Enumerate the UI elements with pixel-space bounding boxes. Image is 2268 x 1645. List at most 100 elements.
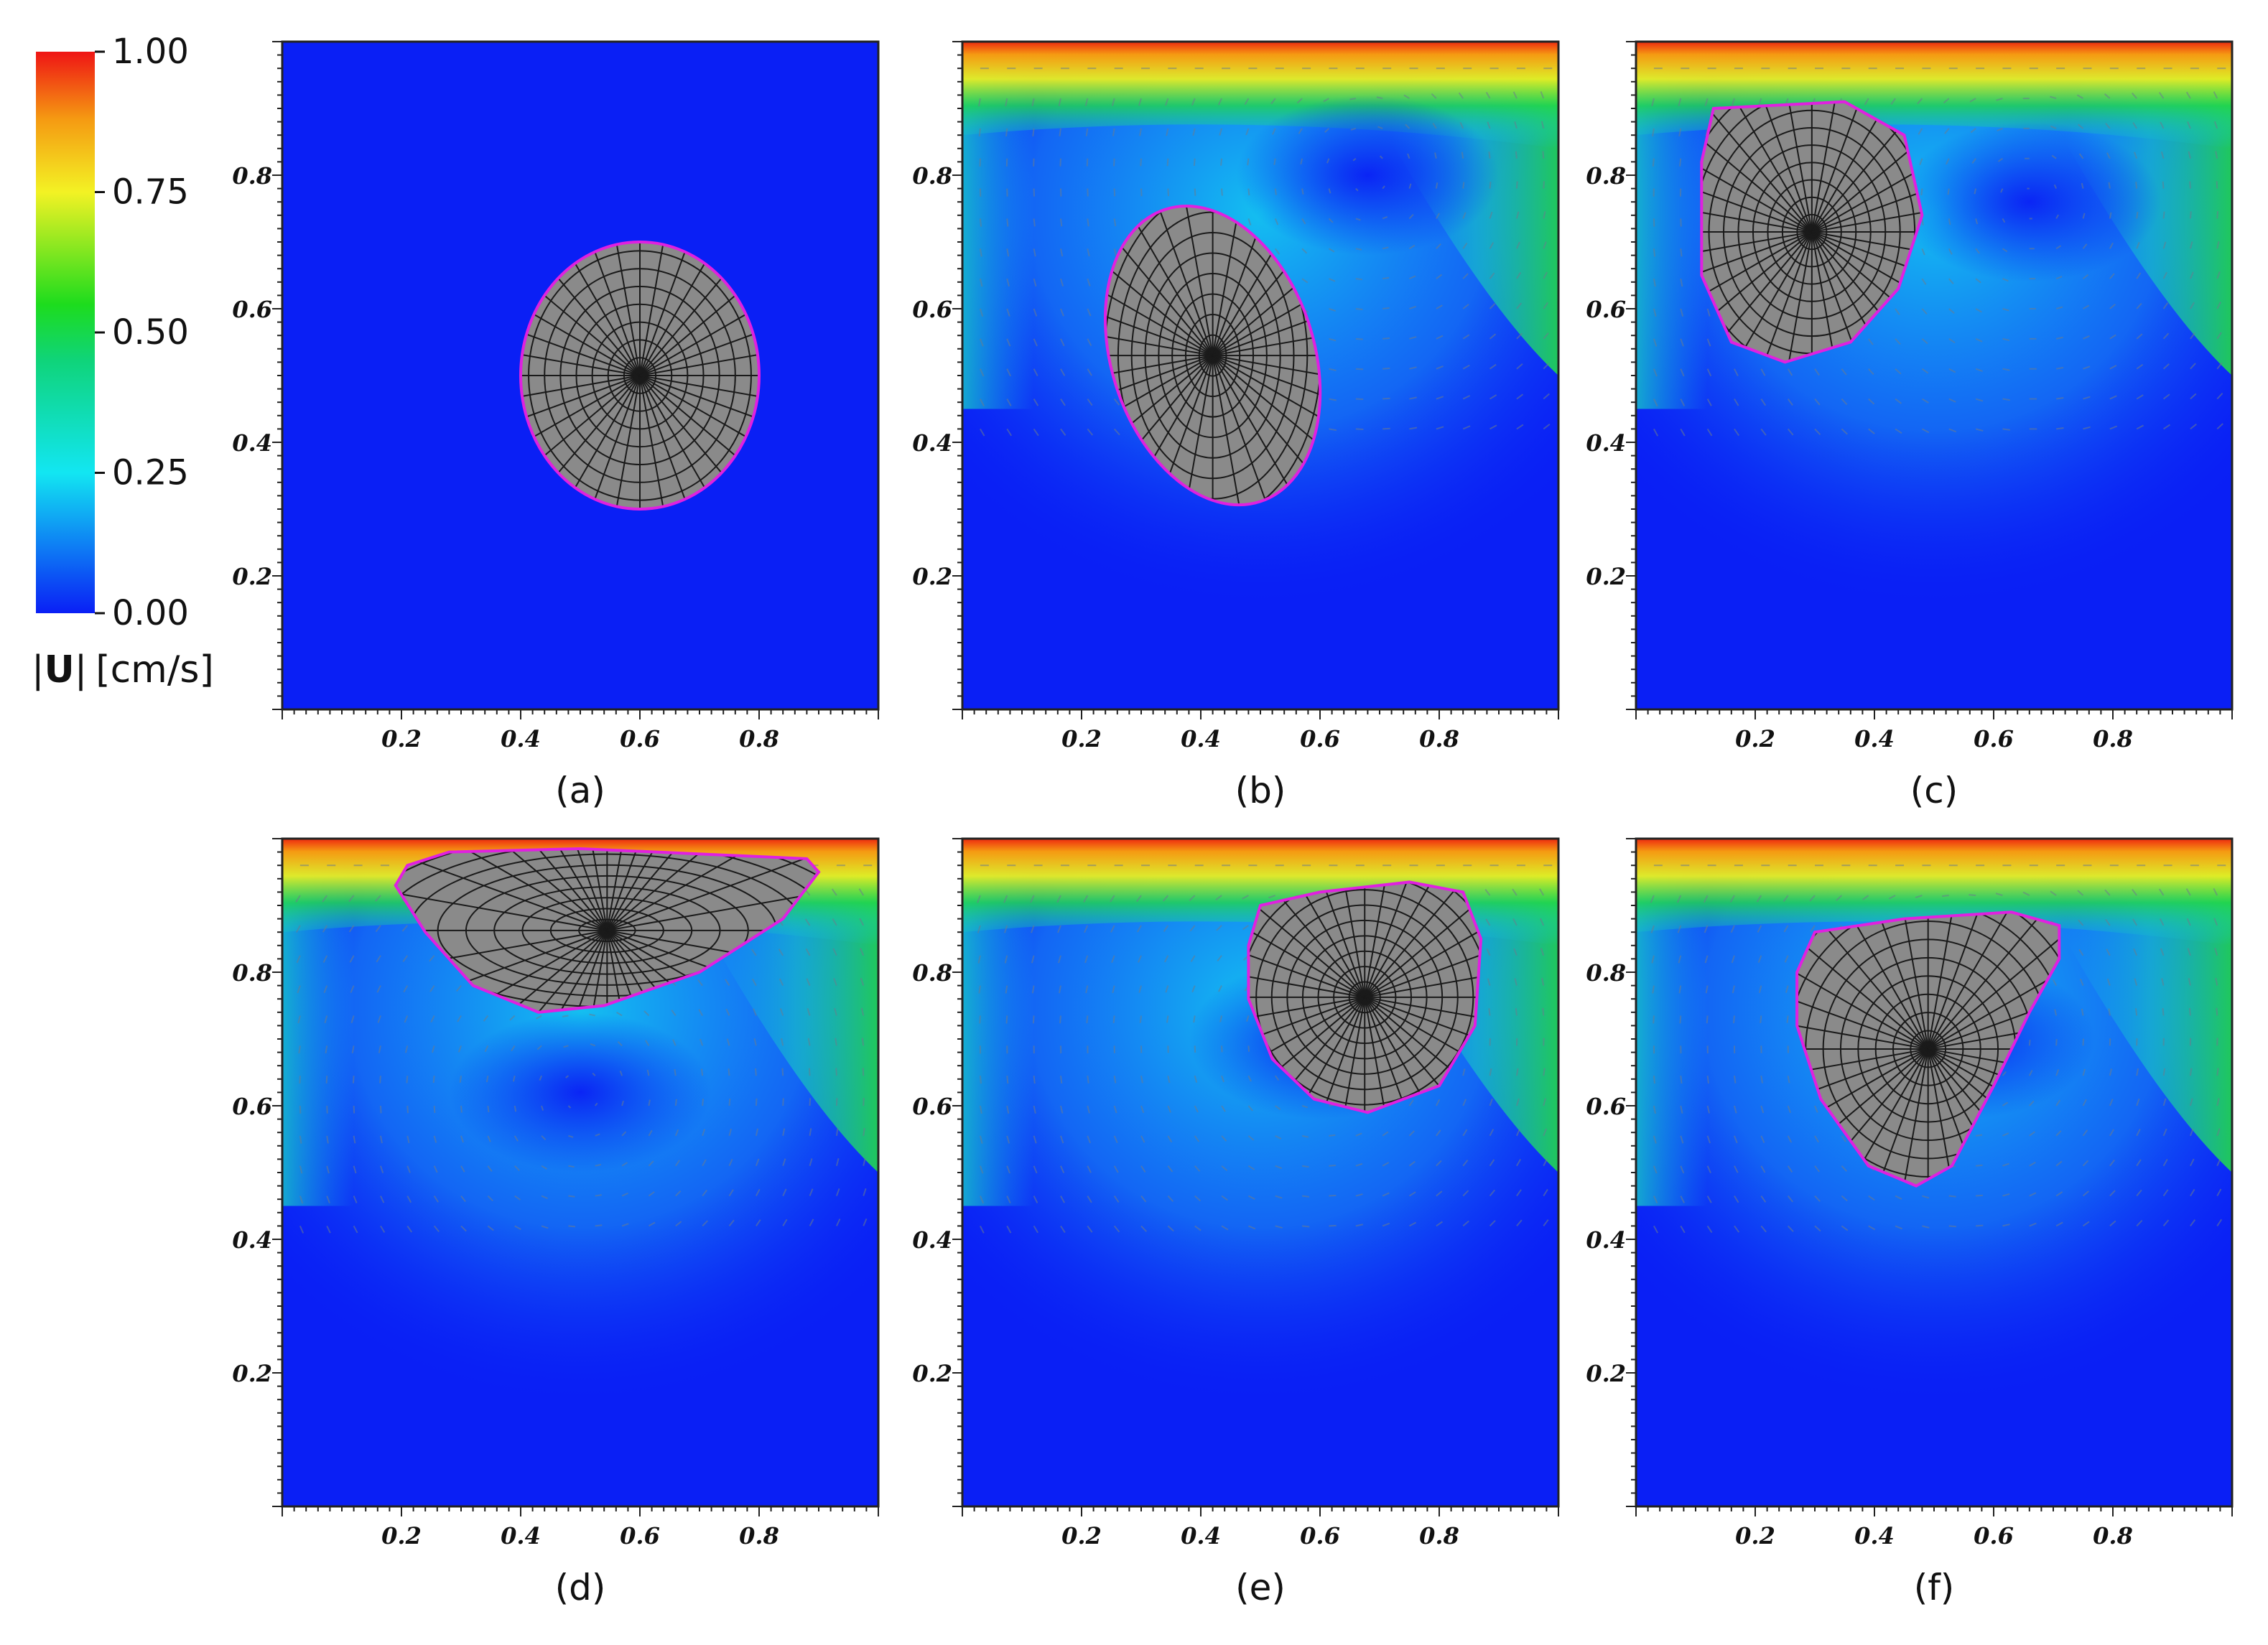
velocity-arrow — [1434, 152, 1437, 159]
velocity-arrow — [295, 895, 301, 903]
velocity-arrow — [1087, 368, 1092, 376]
velocity-arrow — [2132, 918, 2138, 926]
velocity-arrow — [1516, 424, 1524, 430]
mesh-spoke — [1364, 996, 1482, 1055]
velocity-arrow — [1679, 1015, 1682, 1024]
velocity-arrow — [1706, 1165, 1711, 1174]
velocity-arrow — [1060, 1196, 1066, 1203]
velocity-arrow — [1512, 918, 1518, 926]
mesh-spoke — [454, 848, 608, 931]
mesh-spoke — [1811, 231, 1923, 297]
velocity-arrow — [2213, 121, 2218, 129]
mesh-spoke — [1248, 996, 1365, 1027]
velocity-arrow — [1680, 368, 1685, 377]
velocity-arrow — [1059, 248, 1064, 257]
velocity-arrow — [1355, 337, 1363, 340]
mesh-spoke — [410, 930, 608, 1012]
velocity-arrow — [1489, 333, 1497, 340]
velocity-arrow — [1408, 1130, 1415, 1137]
y-tick-label: 0.8 — [1586, 162, 1626, 190]
velocity-arrow — [2050, 890, 2057, 896]
velocity-arrow — [2190, 423, 2197, 430]
mesh-spoke — [606, 930, 761, 1012]
x-tick-label: 0.4 — [501, 725, 541, 752]
velocity-arrow — [1706, 368, 1712, 377]
x-tick-label: 0.6 — [1300, 725, 1340, 752]
velocity-arrow — [1350, 127, 1357, 131]
velocity-arrow — [977, 895, 981, 903]
velocity-arrow — [1514, 978, 1518, 986]
mesh-spoke — [606, 930, 804, 1012]
velocity-arrow — [1760, 1135, 1765, 1143]
velocity-arrow — [809, 1218, 814, 1226]
velocity-arrow — [979, 278, 983, 287]
velocity-arrow — [2002, 278, 2009, 282]
velocity-arrow — [1783, 895, 1789, 903]
velocity-arrow — [1296, 98, 1303, 104]
velocity-arrow — [536, 1045, 542, 1050]
velocity-arrow — [1921, 398, 1929, 404]
velocity-arrow — [1355, 368, 1364, 371]
velocity-arrow — [2002, 308, 2009, 312]
mesh-spoke — [639, 375, 759, 442]
mesh-spoke — [639, 309, 759, 376]
velocity-arrow — [1087, 1165, 1092, 1173]
velocity-arrow — [2109, 364, 2117, 370]
velocity-arrow — [1917, 98, 1923, 105]
velocity-arrow — [1975, 398, 1984, 402]
solid-mesh — [521, 242, 759, 509]
velocity-arrow — [1301, 188, 1304, 195]
y-tick-label: 0.8 — [232, 162, 272, 190]
velocity-arrow — [861, 1038, 865, 1046]
velocity-arrow — [674, 1129, 679, 1137]
velocity-arrow — [1247, 1135, 1255, 1141]
velocity-arrow — [1060, 428, 1066, 436]
velocity-arrow — [1436, 243, 1441, 249]
velocity-arrow — [728, 1128, 732, 1137]
velocity-arrow — [295, 925, 301, 933]
velocity-arrow — [1435, 1099, 1441, 1106]
x-tick-label: 0.6 — [1300, 1522, 1340, 1550]
velocity-arrow — [1113, 1105, 1117, 1114]
velocity-arrow — [2132, 122, 2138, 129]
velocity-arrow — [2162, 1007, 2165, 1016]
velocity-arrow — [375, 925, 381, 933]
velocity-arrow — [299, 1076, 301, 1084]
velocity-arrow — [2136, 363, 2144, 370]
velocity-arrow — [326, 1135, 329, 1144]
velocity-arrow — [595, 1194, 602, 1197]
velocity-arrow — [675, 1190, 682, 1197]
velocity-arrow — [2132, 888, 2138, 896]
velocity-arrow — [1841, 1165, 1848, 1172]
velocity-arrow — [1140, 1195, 1147, 1203]
velocity-arrow — [751, 978, 757, 987]
velocity-arrow — [541, 1105, 544, 1111]
velocity-arrow — [782, 1218, 788, 1226]
velocity-arrow — [1653, 248, 1656, 257]
velocity-arrow — [1948, 278, 1954, 284]
mesh-spoke — [605, 242, 641, 376]
velocity-arrow — [2216, 181, 2218, 189]
mesh-spoke — [502, 930, 608, 1012]
velocity-arrow — [1921, 428, 1930, 434]
velocity-arrow — [1060, 368, 1066, 376]
velocity-arrow — [1139, 128, 1142, 136]
velocity-arrow — [1112, 128, 1115, 136]
velocity-arrow — [2187, 948, 2191, 956]
velocity-arrow — [322, 895, 328, 903]
velocity-arrow — [1543, 181, 1545, 189]
velocity-arrow — [1895, 1225, 1902, 1230]
velocity-arrow — [485, 1075, 489, 1083]
mesh-spoke — [605, 375, 641, 509]
velocity-arrow — [804, 918, 811, 926]
velocity-arrow — [1245, 128, 1250, 136]
velocity-arrow — [832, 918, 837, 926]
mesh-spoke — [1927, 1048, 1963, 1186]
velocity-arrow — [1997, 157, 2004, 162]
velocity-arrow — [1432, 122, 1437, 129]
velocity-arrow — [2055, 306, 2063, 309]
velocity-arrow — [2213, 887, 2218, 896]
velocity-arrow — [1355, 218, 1361, 221]
velocity-arrow — [1033, 1105, 1036, 1114]
velocity-arrow — [1975, 368, 1983, 373]
